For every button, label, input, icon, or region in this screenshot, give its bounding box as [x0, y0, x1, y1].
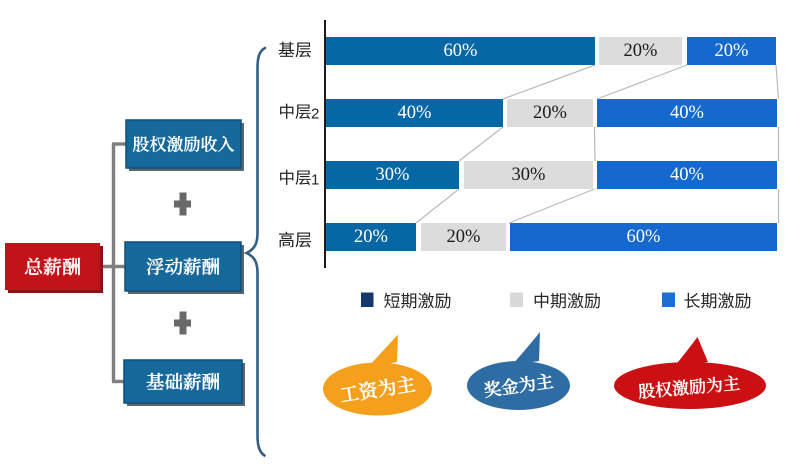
svg-text:40%: 40% [398, 103, 432, 123]
svg-text:2: 2 [311, 105, 319, 122]
svg-text:20%: 20% [354, 227, 388, 247]
svg-text:30%: 30% [376, 165, 410, 185]
svg-text:20%: 20% [715, 41, 749, 61]
svg-text:60%: 60% [444, 41, 478, 61]
svg-text:20%: 20% [624, 41, 658, 61]
svg-text:20%: 20% [533, 103, 567, 123]
svg-text:60%: 60% [627, 227, 661, 247]
svg-text:20%: 20% [447, 227, 481, 247]
svg-text:40%: 40% [670, 165, 704, 185]
svg-text:1: 1 [311, 171, 319, 188]
svg-text:40%: 40% [670, 103, 704, 123]
svg-text:30%: 30% [512, 165, 546, 185]
